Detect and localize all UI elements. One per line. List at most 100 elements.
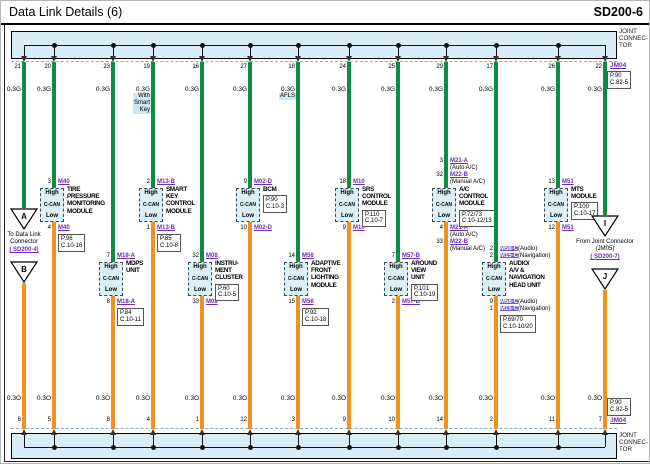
module-ref-link[interactable]: M21-A [450, 158, 469, 164]
c-can-label: C-CAN [547, 202, 565, 208]
module-ref-link[interactable]: M18-A [117, 299, 136, 305]
c-can-label: C-CAN [142, 202, 160, 208]
module-pc-box: P.85 C.10-8 [157, 234, 182, 252]
connector-arrow-down [345, 56, 352, 62]
wire-bottom-pin: 3 [291, 417, 295, 423]
wire-gauge-bottom: 0.3O [540, 395, 555, 402]
module-name: SMART KEY CONTROL MODULE [166, 186, 196, 215]
module-name: MTS MODULE [571, 186, 597, 201]
module-pin-number: 14 [288, 253, 295, 259]
connector-arrow-down [20, 56, 27, 62]
module-ref-link[interactable]: M08 [206, 253, 218, 259]
module-pc-box: P.60 C.10-5 [215, 283, 240, 302]
bus-drop-line-bottom [398, 435, 399, 447]
module-pc-box: P.92 C.10-18 [302, 308, 330, 326]
joint-connector-label-bottom: JOINT CONNEC- TOR [619, 432, 648, 453]
wire-gauge-top: 0.3G [380, 86, 395, 93]
module-pin-number: 4 [47, 225, 51, 231]
module-ref-link[interactable]: M22-B [450, 239, 469, 245]
wire-gauge-top: 0.3G [478, 86, 493, 93]
module-ref-link[interactable]: M18-A [117, 253, 136, 259]
orange-wire [200, 296, 204, 429]
wire-bottom-pin: 10 [388, 417, 395, 423]
orange-wire [52, 222, 56, 429]
page-title: Data Link Details (6) [9, 5, 123, 19]
can-module-box: High C-CAN Low [432, 188, 456, 222]
wire-bottom-pin: 4 [146, 417, 150, 423]
bus-drop-line-bottom [558, 435, 559, 447]
endpoint-text: From Joint Connector (JM05) [576, 239, 634, 252]
module-ref-link[interactable]: M13-B [157, 225, 176, 231]
connector-arrow-down [554, 56, 561, 62]
module-ref-link[interactable]: M02-D [254, 179, 273, 185]
wire-gauge-top: 0.3G [232, 86, 247, 93]
high-label: High [45, 190, 59, 196]
module-ref-link[interactable]: M22-B [450, 172, 469, 178]
triangle-shape: A [9, 208, 39, 231]
module-ref-link[interactable]: M08 [206, 299, 218, 305]
connector-triangle: I [590, 215, 620, 242]
module-ref-row: M13-B [157, 179, 175, 186]
wire-gauge-top: 0.3G [331, 86, 346, 93]
module-pin-number: 9 [243, 179, 247, 185]
can-module-box: High C-CAN Low [284, 262, 308, 296]
module-ref-link[interactable]: M40 [58, 225, 70, 231]
connector-arrow-up [294, 429, 301, 435]
option-note-label: AFLS [278, 93, 296, 100]
low-label: Low [242, 213, 254, 219]
module-ref-link[interactable]: M58-C [500, 299, 519, 305]
module-pin-number: 32 [192, 253, 199, 259]
low-label: Low [341, 213, 353, 219]
high-label: High [487, 264, 501, 270]
wire-gauge-bottom: 0.3O [95, 395, 110, 402]
module-ref-row: M57-B [402, 299, 420, 306]
wire-bottom-pin: 12 [240, 417, 247, 423]
module-pin-number: 10 [240, 225, 247, 231]
c-can-label: C-CAN [435, 202, 453, 208]
connector-ref-link-bottom[interactable]: JM04 [610, 417, 627, 424]
green-wire [347, 62, 351, 188]
joint-connector-bar-bottom [11, 433, 617, 459]
wire-gauge-bottom: 0.3O [587, 395, 602, 402]
module-ref-link[interactable]: M57-B [402, 253, 421, 259]
wire-bottom-pin: 11 [548, 417, 555, 423]
green-wire [22, 62, 26, 208]
bus-drop-line-bottom [250, 435, 251, 447]
wire-gauge-bottom: 0.3O [280, 395, 295, 402]
module-ref-link[interactable]: M56 [302, 299, 314, 305]
connector-arrow-up [492, 429, 499, 435]
module-pin-number: 33 [192, 299, 199, 305]
module-name: TIRE PRESSURE MONITORING MODULE [67, 186, 105, 215]
module-ref-link[interactable]: M15-C [500, 253, 519, 259]
wire-bottom-pin: 2 [489, 417, 493, 423]
module-ref-link[interactable]: M02-D [254, 225, 273, 231]
module-ref-link[interactable]: M56 [302, 253, 314, 259]
module-pc-box: P.110 C.10-7 [362, 209, 387, 228]
module-ref-link[interactable]: M21-A [450, 225, 469, 231]
green-wire [396, 62, 400, 262]
module-ref-row: M58-C(Audio) [500, 299, 537, 306]
endpoint-page-link[interactable]: ( SD200-7) [590, 254, 620, 260]
module-ref-row: M10 [353, 225, 365, 232]
module-pin-number: 7 [391, 253, 395, 259]
high-label: High [241, 190, 255, 196]
module-ref-link[interactable]: M51 [562, 179, 574, 185]
module-ref-link[interactable]: M57-B [402, 299, 421, 305]
green-wire [444, 62, 448, 188]
module-ref-row: M18-A [117, 253, 135, 260]
module-ref-link[interactable]: M10 [353, 179, 365, 185]
connector-arrow-down [394, 56, 401, 62]
connector-ref-link-top[interactable]: JM04 [610, 62, 627, 69]
module-ref-link[interactable]: M40 [58, 179, 70, 185]
module-ref-row: M40 [58, 179, 70, 186]
green-wire [111, 62, 115, 262]
module-ref-link[interactable]: M10 [353, 225, 365, 231]
module-ref-link[interactable]: M58-C [500, 246, 519, 252]
module-ref-link[interactable]: M13-B [157, 179, 176, 185]
module-ref-link[interactable]: M51 [562, 225, 574, 231]
high-label: High [549, 190, 563, 196]
module-ref-row: M51 [562, 179, 574, 186]
module-pin-number: 18 [339, 179, 346, 185]
endpoint-page-link[interactable]: ( SD200-4) [9, 247, 39, 253]
module-ref-link[interactable]: M15-C [500, 306, 519, 312]
